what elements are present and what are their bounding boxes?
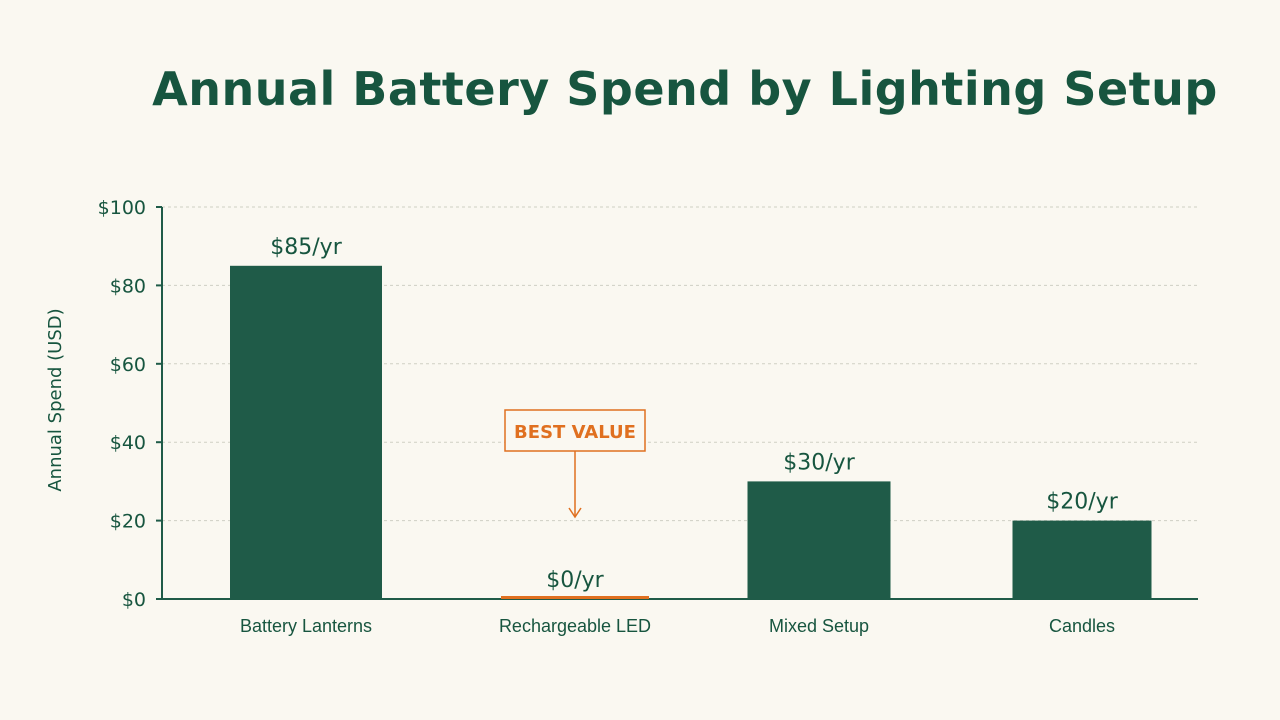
bar-mixed-setup xyxy=(747,481,891,599)
chart-title: Annual Battery Spend by Lighting Setup xyxy=(152,62,1218,116)
x-tick-label: Mixed Setup xyxy=(769,616,869,636)
data-label: $85/yr xyxy=(270,235,342,260)
bar-rechargeable-led xyxy=(501,596,649,599)
annotation-box xyxy=(504,409,646,452)
gridlines xyxy=(162,206,1198,522)
annotation-text: BEST VALUE xyxy=(514,422,636,443)
y-tick-label: $0 xyxy=(122,589,146,611)
x-tick-label: Battery Lanterns xyxy=(240,616,372,636)
bar-battery-lanterns xyxy=(230,265,382,599)
y-tick-label: $100 xyxy=(98,197,146,219)
data-label: $20/yr xyxy=(1046,490,1118,515)
data-label: $30/yr xyxy=(783,450,855,475)
labels: $0 $20 $40 $60 $80 $100 $85/yr Battery Lanterns… xyxy=(98,197,1119,636)
bars xyxy=(230,265,1152,599)
y-tick-label: $80 xyxy=(110,275,146,297)
x-tick-label: Rechargeable LED xyxy=(499,616,651,636)
y-tick-label: $60 xyxy=(110,354,146,376)
x-tick-label: Candles xyxy=(1049,616,1115,636)
y-axis-title: Annual Spend (USD) xyxy=(45,308,66,491)
bar-candles xyxy=(1012,520,1152,599)
data-label: $0/yr xyxy=(546,568,604,593)
y-tick-label: $20 xyxy=(110,511,146,533)
annotation-arrow-head xyxy=(568,507,582,519)
y-tick-label: $40 xyxy=(110,432,146,454)
